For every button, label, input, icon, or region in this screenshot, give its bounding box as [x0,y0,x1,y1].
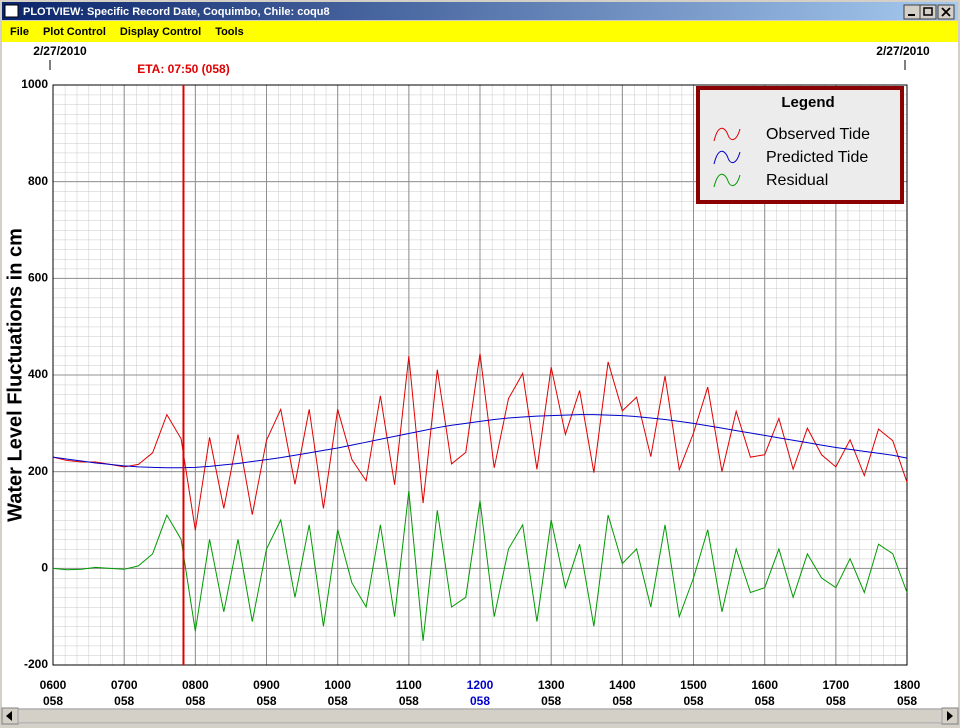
x-tick-label: 1500 [680,678,707,692]
x-tick-sublabel: 058 [683,694,703,708]
series-line [52,353,908,531]
x-tick-sublabel: 058 [541,694,561,708]
x-tick-sublabel: 058 [185,694,205,708]
menu-item[interactable]: Plot Control [43,26,106,38]
end-date: 2/27/2010 [876,44,930,58]
y-axis-label: Water Level Fluctuations in cm [4,228,26,522]
x-tick-label: 1800 [894,678,921,692]
x-tick-label: 0800 [182,678,209,692]
menu: File Plot Control Display Control Tools [10,26,244,38]
legend-label: Residual [766,172,828,189]
x-tick-sublabel: 058 [256,694,276,708]
menu-bar [2,21,958,42]
window-title: PLOTVIEW: Specific Record Date, Coquimbo… [23,6,330,18]
legend-swatch [713,173,741,188]
x-tick-label: 1300 [538,678,565,692]
close-icon [941,7,951,17]
legend-box [696,86,904,204]
x-tick-label: 0900 [253,678,280,692]
x-tick-sublabel: 058 [470,694,490,708]
window-buttons[interactable] [903,4,955,20]
y-tick-label: -200 [24,657,48,671]
legend-label: Predicted Tide [766,149,868,166]
x-tick-label: 1400 [609,678,636,692]
scroll-thumb[interactable] [17,708,943,724]
x-tick-sublabel: 058 [43,694,63,708]
y-tick-label: 0 [41,561,48,575]
minimize-button[interactable] [903,4,921,20]
scroll-left-icon [6,711,12,721]
title-bar [2,2,958,20]
x-tick-sublabel: 058 [897,694,917,708]
y-tick-label: 200 [28,464,48,478]
x-tick-sublabel: 058 [826,694,846,708]
x-tick-label: 1600 [751,678,778,692]
x-tick-sublabel: 058 [328,694,348,708]
series-line [52,490,908,641]
start-date: 2/27/2010 [33,44,87,58]
x-tick-sublabel: 058 [612,694,632,708]
y-tick-label: 1000 [21,77,48,91]
menu-item[interactable]: Tools [215,26,244,38]
scroll-right-icon [947,711,953,721]
legend-label: Observed Tide [766,126,870,143]
menu-item[interactable]: Display Control [120,26,201,38]
x-tick-sublabel: 058 [114,694,134,708]
x-tick-label: 0600 [40,678,67,692]
chart: -200 0 200 400 600 800 1000 0600 058 0700 058 0800 0… [4,44,930,708]
x-tick-label: 1000 [324,678,351,692]
x-tick-label: 1700 [822,678,849,692]
series-line [52,414,908,469]
maximize-icon [923,7,933,16]
x-tick-label: 1100 [396,678,422,692]
y-tick-label: 400 [28,367,48,381]
eta-label: ETA: 07:50 (058) [137,62,229,76]
menu-item[interactable]: File [10,26,29,38]
legend-swatch [713,127,741,142]
maximize-button[interactable] [919,4,937,20]
x-tick-label: 1200 [467,678,494,692]
y-tick-label: 800 [28,174,48,188]
x-tick-sublabel: 058 [399,694,419,708]
plot-border [52,84,908,666]
x-tick-label: 0700 [111,678,138,692]
x-tick-sublabel: 058 [755,694,775,708]
app-icon [4,4,19,18]
legend-title: Legend [781,94,834,111]
y-tick-label: 600 [28,271,48,285]
legend-swatch [713,150,741,165]
